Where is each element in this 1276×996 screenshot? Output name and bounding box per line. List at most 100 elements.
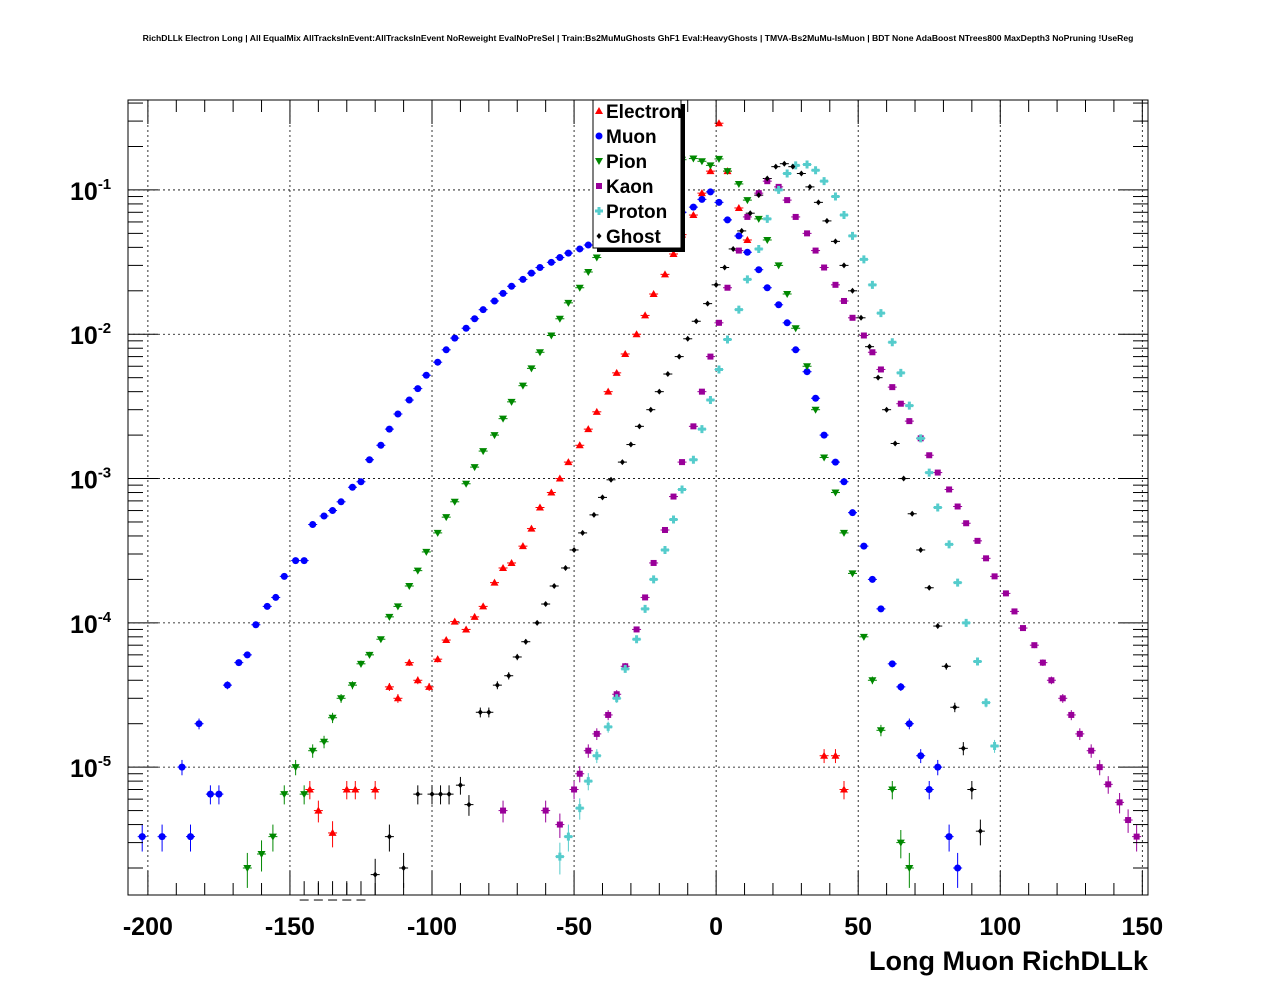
ghost-point <box>901 475 907 482</box>
muon-point <box>195 720 203 728</box>
ghost-point <box>608 476 614 483</box>
proton-point <box>669 515 678 524</box>
kaon-point <box>605 711 612 718</box>
pion-point <box>393 603 402 611</box>
muon-point <box>329 507 337 515</box>
pion-point <box>592 254 601 262</box>
proton-point <box>933 503 942 512</box>
muon-point <box>300 557 308 565</box>
ghost-point <box>477 709 483 716</box>
pion-point <box>783 291 792 299</box>
kaon-point <box>991 573 998 580</box>
pion-point <box>433 529 442 537</box>
pion-point <box>743 197 752 205</box>
electron-point <box>490 578 499 586</box>
proton-point <box>612 694 621 703</box>
y-tick-base: 10 <box>70 611 98 639</box>
muon-point <box>763 284 771 292</box>
proton-legend-label: Proton <box>606 202 667 223</box>
electron-point <box>442 636 451 644</box>
x-tick-label: 100 <box>979 913 1021 941</box>
electron-point <box>305 785 314 793</box>
electron-point <box>714 119 723 127</box>
kaon-point <box>934 469 941 476</box>
muon-point <box>812 394 820 402</box>
x-tick-label: 0 <box>709 913 723 941</box>
ghost-point <box>619 459 625 466</box>
ghost-point <box>693 318 699 325</box>
muon-point <box>377 441 385 449</box>
proton-point <box>953 578 962 587</box>
pion-point <box>575 284 584 292</box>
muon-point <box>187 833 195 841</box>
pion-point <box>257 851 266 859</box>
proton-point <box>925 468 934 477</box>
proton-point <box>621 664 630 673</box>
electron-point <box>314 806 323 814</box>
kaon-point <box>1039 659 1046 666</box>
proton-point <box>632 635 641 644</box>
kaon-point <box>650 559 657 566</box>
muon-point <box>158 833 166 841</box>
x-tick-labels: -200 -150 -100 -50 0 50 100 150 <box>123 913 1163 941</box>
kaon-point <box>1011 608 1018 615</box>
proton-legend-marker <box>595 207 603 215</box>
pion-point <box>291 764 300 772</box>
proton-point <box>905 401 914 410</box>
pion-point <box>848 570 857 578</box>
kaon-point <box>860 332 867 339</box>
muon-point <box>860 542 868 550</box>
ghost-point <box>926 584 932 591</box>
pion-point <box>337 695 346 703</box>
kaon-point <box>974 537 981 544</box>
ghost-point <box>551 583 557 590</box>
kaon-point <box>963 520 970 527</box>
kaon-point <box>642 594 649 601</box>
ghost-point <box>571 546 577 553</box>
ghost-legend-marker <box>596 233 602 239</box>
muon-point <box>320 512 328 520</box>
pion-legend-marker <box>595 158 603 165</box>
pion-point <box>499 415 508 423</box>
muon-point <box>243 651 251 659</box>
ghost-point <box>514 653 520 660</box>
pion-point <box>479 448 488 456</box>
ghost-point <box>534 619 540 626</box>
proton-point <box>689 455 698 464</box>
muon-point <box>743 248 751 256</box>
kaon-point <box>1048 677 1055 684</box>
electron-point <box>697 189 706 197</box>
ghost-point <box>773 163 779 170</box>
electron-point <box>592 407 601 415</box>
muon-point <box>917 752 925 760</box>
electron-point <box>351 785 360 793</box>
ghost-point <box>884 406 890 413</box>
muon-point <box>519 275 527 283</box>
electron-point <box>621 349 630 357</box>
proton-point <box>876 309 885 318</box>
kaon-point <box>784 197 791 204</box>
proton-point <box>982 698 991 707</box>
pion-point <box>442 514 451 522</box>
pion-point <box>422 548 431 556</box>
muon-point <box>934 763 942 771</box>
electron-point <box>507 558 516 566</box>
kaon-point <box>1076 730 1083 737</box>
ghost-point <box>599 494 605 501</box>
electron-point <box>385 682 394 690</box>
y-tick-label: 10-1 <box>70 176 111 206</box>
pion-point <box>328 714 337 722</box>
proton-point <box>859 255 868 264</box>
electron-point <box>641 311 650 319</box>
proton-point <box>973 657 982 666</box>
kaon-point <box>1019 625 1026 632</box>
pion-point <box>547 332 556 340</box>
ghost-point <box>722 264 728 271</box>
electron-point <box>328 828 337 836</box>
muon-point <box>831 458 839 466</box>
muon-point <box>803 368 811 376</box>
proton-point <box>564 832 573 841</box>
kaon-point <box>946 486 953 493</box>
y-tick-label: 10-4 <box>70 609 112 639</box>
pion-point <box>689 155 698 163</box>
